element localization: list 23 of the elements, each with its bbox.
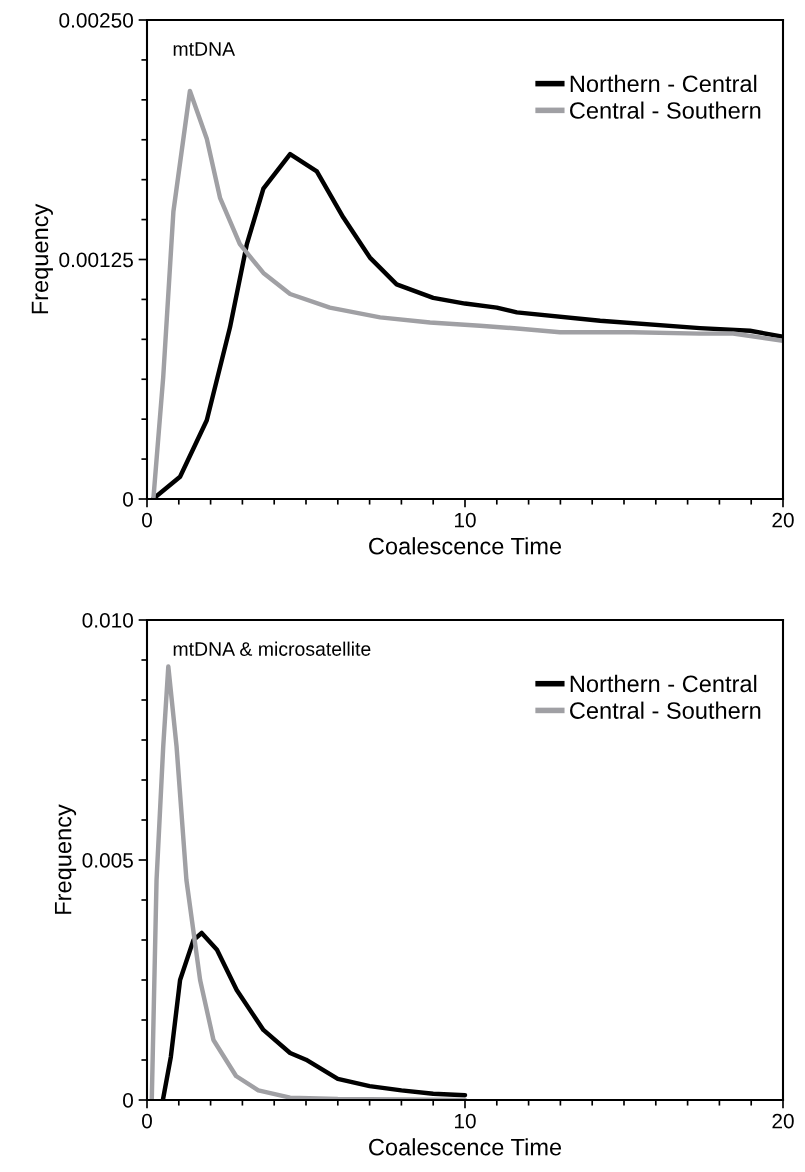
y-tick-label: 0.005 [82,853,133,868]
x-tick-label: 10 [455,1113,476,1129]
line-series [149,664,468,1100]
y-axis-title: Frequency [54,804,77,914]
legend-label: Central - Southern [570,701,761,719]
x-tick-label: 0 [142,512,152,528]
x-tick-label: 20 [772,512,794,528]
y-tick-label: 0.00125 [59,252,133,268]
y-tick-label: 0.00250 [59,13,133,28]
x-axis-title: Coalescence Time [369,537,562,555]
legend-label: Northern - Central [570,674,757,693]
annotation: mtDNA [173,42,236,56]
x-axis-title: Coalescence Time [369,1138,562,1156]
legend-label: Central - Southern [570,101,761,119]
y-tick-label: 0 [123,1093,133,1108]
y-tick-label: 0 [123,492,133,507]
x-tick-label: 0 [142,1113,152,1129]
x-tick-label: 20 [772,1113,794,1129]
y-axis-title: Frequency [31,203,53,314]
y-tick-label: 0.010 [82,613,133,628]
annotation: mtDNA & microsatellite [173,641,371,656]
legend-label: Northern - Central [570,74,757,93]
x-tick-label: 10 [455,512,476,528]
